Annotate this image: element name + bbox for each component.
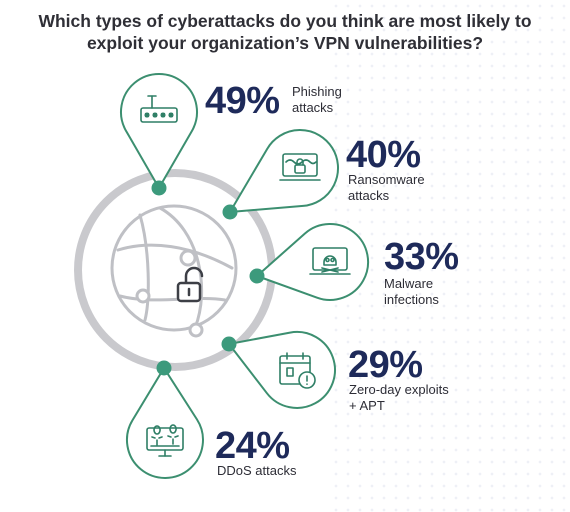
label-malware-line-1: Malware (384, 276, 434, 291)
pin-shape-ddos (125, 367, 204, 479)
bug-monitor-icon (146, 424, 184, 457)
skull-laptop-icon (309, 247, 351, 275)
percent-zero-day: 29% (348, 344, 423, 386)
pin-dot-ddos (156, 360, 172, 376)
calendar-alert-icon (279, 352, 316, 389)
pin-dot-zero-day (221, 336, 237, 352)
pin-dot-ransomware (222, 204, 238, 220)
chart-title-line-2: exploit your organization’s VPN vulnerab… (86, 33, 484, 53)
label-malware: Malware infections (384, 276, 439, 308)
locked-laptop-icon (279, 153, 321, 181)
pin-ddos (125, 360, 204, 479)
percent-ransomware: 40% (346, 134, 421, 176)
chart-title-line-1: Which types of cyberattacks do you think… (38, 11, 532, 31)
pin-shape-zero-day (228, 331, 336, 409)
pin-zero-day (221, 331, 336, 409)
pin-phishing (120, 73, 198, 196)
label-zero-day-line-1: Zero-day exploits (349, 382, 449, 397)
percent-ddos: 24% (215, 425, 290, 467)
pin-ransomware (222, 129, 339, 220)
pin-dot-malware (249, 268, 265, 284)
unlocked-padlock-icon (176, 266, 204, 303)
label-zero-day-line-2: + APT (349, 398, 385, 413)
label-ddos: DDoS attacks (217, 463, 296, 479)
pin-shape-phishing (120, 73, 198, 189)
globe-with-unlocked-padlock-icon (110, 204, 238, 338)
pin-shape-ransomware (229, 129, 339, 213)
label-ransomware-line-1: Ransomware (348, 172, 425, 187)
percent-malware: 33% (384, 236, 459, 278)
label-phishing: Phishing attacks (292, 84, 342, 116)
pin-dot-phishing (151, 180, 167, 196)
label-ddos-line-1: DDoS attacks (217, 463, 297, 478)
percent-phishing: 49% (205, 80, 280, 122)
chart-title: Which types of cyberattacks do you think… (0, 10, 570, 54)
label-zero-day: Zero-day exploits + APT (349, 382, 449, 414)
password-field-icon (140, 95, 178, 123)
label-phishing-line-1: Phishing (292, 84, 342, 99)
pin-malware (249, 223, 370, 301)
label-malware-line-2: infections (384, 292, 439, 307)
label-phishing-line-2: attacks (292, 100, 334, 115)
label-ransomware-line-2: attacks (348, 188, 390, 203)
label-ransomware: Ransomware attacks (348, 172, 425, 204)
